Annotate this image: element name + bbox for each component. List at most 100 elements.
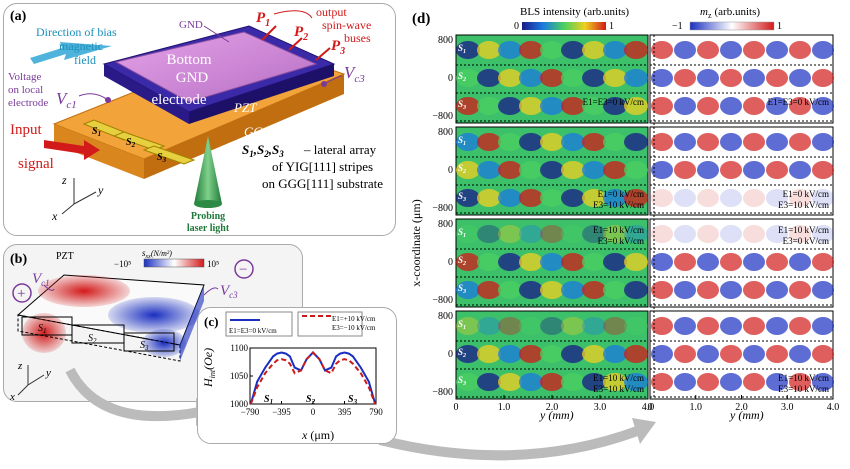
panel-a-label: (a) (10, 9, 27, 24)
b-stripe-s2-label: S2 (88, 333, 97, 345)
output-label-2: spin-wave (322, 18, 371, 32)
d-stripe-label: S3 (458, 375, 466, 387)
device-schematic: (a) Direction of bias magnetic field Bot… (8, 5, 383, 234)
d-ytick-label: 0 (448, 257, 453, 268)
c-xlabel: x (μm) (301, 428, 334, 442)
d-xlabel-right: y (mm) (729, 408, 764, 422)
mz-condition-1: E1=E3=0 kV/cm (768, 97, 829, 107)
bls-cbar-min: 0 (514, 21, 519, 32)
bias-label-line1: Direction of bias (36, 25, 117, 39)
c-s3-label: S3 (348, 394, 358, 406)
panel-a: (a) Direction of bias magnetic field Bot… (3, 3, 396, 236)
d-stripe-label: S1 (458, 227, 466, 239)
d-ytick-label: −800 (432, 111, 453, 122)
stripe-s2-label: S2 (126, 137, 136, 149)
axis-x: x (51, 209, 58, 223)
stripe-s1-label: S1 (92, 126, 101, 138)
d-stripe-label: S2 (458, 71, 466, 83)
c-ytick-label: 1100 (230, 343, 248, 353)
d-ytick-label: 800 (438, 311, 453, 322)
legend-box-1 (225, 311, 293, 337)
d-ytick-label: 0 (448, 73, 453, 84)
panel-b-label: (b) (10, 252, 27, 267)
axis-y: y (97, 183, 104, 197)
d-stripe-label: S3 (458, 191, 466, 203)
c-xtick-label: −395 (272, 407, 291, 417)
voltage-label-2: on local (8, 84, 43, 96)
mz-cbar-max: 1 (777, 21, 782, 32)
d-ytick-label: −800 (432, 203, 453, 214)
strain-colorbar-min: −10⁵ (114, 259, 131, 269)
ggg-label: GGG (244, 124, 273, 139)
electrode-label-3: electrode (152, 92, 207, 108)
panel-d-label: (d) (412, 11, 430, 27)
bottom-gnd-electrode (114, 31, 318, 103)
output-p3-label: P3 (331, 38, 345, 57)
mz-condition-2: E1=0 kV/cm (783, 189, 829, 199)
d-ytick-label: 0 (448, 165, 453, 176)
d-stripe-label: S1 (458, 135, 466, 147)
gnd-label: GND (179, 19, 203, 31)
electrode-label-1: Bottom (166, 52, 211, 68)
bls-condition-b-4: E3=10 kV/cm (593, 384, 644, 394)
stripe-s2 (112, 131, 166, 151)
d-ytick-label: 0 (448, 349, 453, 360)
output-label-3: buses (344, 31, 371, 45)
bls-condition-b-2: E3=10 kV/cm (593, 200, 644, 210)
c-xtick-label: 790 (369, 407, 383, 417)
output-p2-label: P2 (294, 24, 308, 43)
pzt-label: PZT (233, 100, 257, 115)
bias-label-line2: magnetic (59, 39, 103, 53)
legend-box-2 (297, 311, 363, 337)
bias-label-line3: field (74, 53, 96, 67)
d-xtick-label: 1.0 (690, 402, 703, 413)
c-s1-label: S1 (264, 394, 273, 406)
mz-colorbar (689, 21, 775, 31)
d-ytick-label: 800 (438, 35, 453, 46)
plus-sign: + (17, 286, 25, 302)
d-stripe-label: S1 (458, 319, 466, 331)
axis-z: z (61, 173, 67, 187)
b-axis-z: z (17, 360, 23, 372)
panel-c-label: (c) (204, 314, 218, 329)
input-arrow (44, 140, 100, 160)
d-ytick-label: −800 (432, 295, 453, 306)
d-stripe-label: S3 (458, 99, 466, 111)
mz-condition-b-3: E3=0 kV/cm (783, 236, 829, 246)
bls-condition-1: E1=E3=0 kV/cm (583, 97, 644, 107)
electrode-label-2: GND (176, 70, 209, 86)
bls-colorbar (522, 22, 606, 30)
bls-maps: (d) BLS intensity (arb.units) 0 1 mz (arb… (409, 6, 839, 422)
d-ytick-label: 800 (438, 219, 453, 230)
d-xtick-label: 0 (648, 402, 653, 413)
strip-s3-outline (123, 332, 175, 352)
minus-terminal-icon (234, 259, 254, 279)
output-label-1: output (316, 5, 347, 19)
legend-2b-text: E3=−10 kV/cm (332, 324, 376, 332)
probing-laser-cone (194, 136, 222, 204)
stripe-s3 (142, 145, 196, 165)
d-ytick-label: −800 (432, 387, 453, 398)
mz-colorbar-title: mz (arb.units) (700, 6, 760, 20)
voltage-label-3: electrode (8, 97, 48, 109)
b-stripe-s1-label: S1 (38, 323, 47, 335)
c-xtick-label: 0 (311, 407, 316, 417)
panel-c: (c) E1=E3=0 kV/cm E1=+10 kV/cm E3=−10 kV… (197, 307, 397, 444)
voltage-label-1: Voltage (8, 71, 42, 83)
d-xlabel-left: y (mm) (539, 408, 574, 422)
mz-condition-3: E1=10 kV/cm (778, 225, 829, 235)
b-vc1-label: Vc1 (32, 271, 50, 288)
mz-condition-b-4: E3=10 kV/cm (778, 384, 829, 394)
b-vc3-label: Vc3 (220, 283, 238, 300)
probe-label-2: laser light (187, 223, 230, 234)
c-ytick-label: 1000 (230, 399, 249, 409)
c-series-line-2 (249, 351, 377, 405)
strain-colorbar-title: sxx(N/m²) (142, 248, 172, 260)
d-stripe-label: S3 (458, 283, 466, 295)
c-ylabel: Hint(Oe) (201, 348, 217, 388)
bias-field-arrow (30, 42, 112, 64)
strain-colorbar (143, 258, 205, 268)
d-ytick-label: 800 (438, 127, 453, 138)
panel-d: (d) BLS intensity (arb.units) 0 1 mz (arb… (409, 3, 847, 423)
